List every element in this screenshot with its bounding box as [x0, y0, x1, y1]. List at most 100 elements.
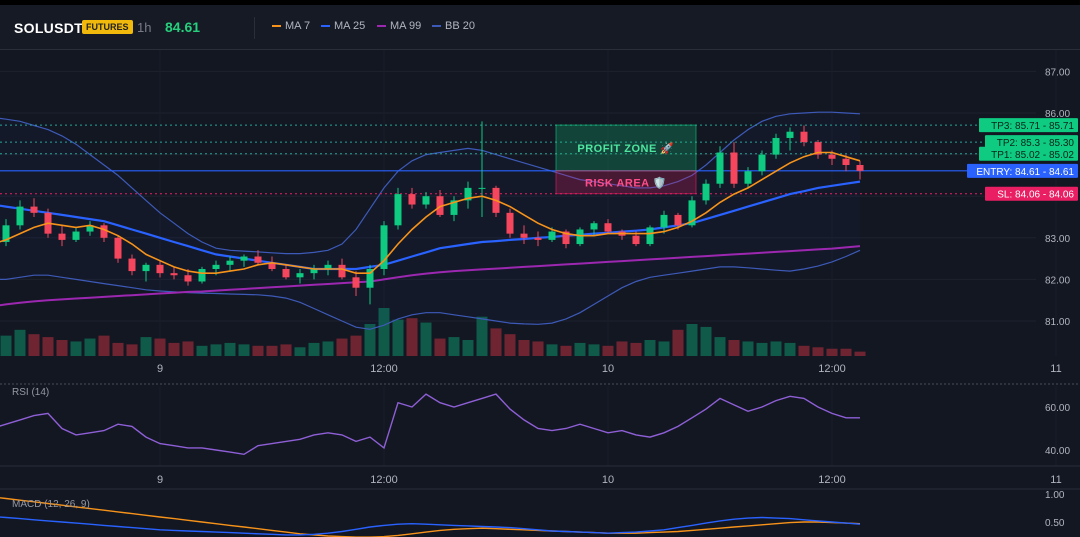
volume-bar — [658, 341, 670, 356]
volume-bar — [350, 335, 362, 356]
legend-ma7[interactable]: MA 7 — [272, 20, 310, 32]
volume-bar — [812, 347, 824, 356]
legend-ma25[interactable]: MA 25 — [321, 20, 365, 32]
candle-body — [156, 264, 164, 274]
level-tag-tp1 — [979, 146, 1078, 161]
volume-bar — [224, 342, 236, 356]
candle-body — [716, 152, 724, 184]
volume-bar — [854, 351, 866, 356]
candle-body — [268, 262, 276, 269]
volume-bar — [476, 316, 488, 356]
symbol-name[interactable]: SOLUSDT — [14, 20, 83, 36]
legend-label: MA 99 — [390, 20, 422, 32]
candle-body — [478, 187, 486, 189]
volume-bar — [462, 340, 474, 356]
candle-body — [212, 264, 220, 269]
risk-zone-label: RISK AREA 🛡️ — [585, 176, 667, 189]
candle-body — [464, 187, 472, 201]
level-tag-text-tp1: TP1: 85.02 - 85.02 — [991, 150, 1074, 161]
volume-bar — [378, 308, 390, 356]
candle-body — [814, 142, 822, 155]
volume-bar — [196, 345, 208, 356]
legend-label: MA 25 — [334, 20, 366, 32]
volume-bar — [588, 344, 600, 356]
candle-body — [646, 227, 654, 245]
volume-bar — [126, 344, 138, 356]
candle-body — [856, 165, 864, 171]
candle-body — [674, 214, 682, 226]
volume-bar — [798, 345, 810, 356]
ma7-line — [0, 151, 861, 274]
candle-body — [254, 256, 262, 263]
volume-bar — [630, 342, 642, 356]
level-tag-tp3 — [979, 118, 1078, 133]
timeframe-label[interactable]: 1h — [137, 20, 152, 35]
macd-y-tick-label: 1.00 — [1045, 490, 1065, 501]
volume-bar — [574, 342, 586, 356]
rsi-y-tick-label: 40.00 — [1045, 446, 1070, 457]
volume-bar — [182, 341, 194, 356]
volume-bar — [784, 342, 796, 356]
level-tag-entry — [967, 163, 1078, 178]
volume-bar — [826, 348, 838, 356]
candle-body — [240, 256, 248, 261]
header-divider — [254, 17, 255, 39]
profit-zone — [555, 124, 697, 172]
candle-body — [380, 225, 388, 269]
candle-body — [786, 131, 794, 138]
legend-bb20[interactable]: BB 20 — [432, 20, 475, 32]
rsi-x-tick-label: 11 — [1050, 474, 1061, 486]
x-tick-label: 12:00 — [370, 363, 398, 375]
y-tick-label: 83.00 — [1045, 234, 1070, 245]
level-tag-text-tp2: TP2: 85.3 - 85.30 — [997, 138, 1075, 149]
candle-body — [548, 231, 556, 240]
level-tag-tp2 — [985, 135, 1078, 150]
volume-bar — [742, 341, 754, 356]
macd-title: MACD (12, 26, 9) — [12, 499, 90, 510]
chart-header: SOLUSDT FUTURES 1h 84.61 MA 7 MA 25 MA 9… — [0, 5, 1080, 50]
candle-body — [828, 154, 836, 159]
candle-body — [842, 158, 850, 165]
legend-label: BB 20 — [445, 20, 475, 32]
x-tick-label: 10 — [602, 363, 614, 375]
candle-body — [758, 154, 766, 172]
candle-body — [394, 194, 402, 226]
legend-swatch — [272, 25, 281, 27]
volume-bar — [560, 345, 572, 356]
volume-bar — [700, 326, 712, 356]
candle-body — [506, 212, 514, 234]
y-tick-label: 82.00 — [1045, 275, 1070, 286]
rsi-line — [0, 393, 860, 456]
candle-body — [562, 231, 570, 245]
y-tick-label: 86.00 — [1045, 109, 1070, 120]
candle-body — [352, 277, 360, 288]
rsi-x-tick-label: 12:00 — [370, 474, 398, 486]
volume-bar — [14, 329, 26, 356]
volume-bar — [42, 337, 54, 356]
volume-bar — [686, 324, 698, 356]
volume-bar — [238, 344, 250, 356]
candle-body — [2, 225, 10, 242]
level-tag-text-sl: SL: 84.06 - 84.06 — [997, 190, 1074, 201]
volume-bar — [112, 342, 124, 356]
rsi-x-tick-label: 10 — [602, 474, 614, 486]
candle-body — [296, 273, 304, 278]
volume-bar — [140, 337, 152, 356]
candle-body — [324, 264, 332, 269]
legend-label: MA 7 — [285, 20, 311, 32]
macd-line — [0, 497, 861, 537]
volume-bar — [84, 338, 96, 356]
status-strip — [0, 0, 1080, 5]
volume-bar — [672, 329, 684, 356]
volume-bar — [294, 347, 306, 356]
candle-body — [226, 260, 234, 265]
volume-bar — [154, 338, 166, 356]
volume-bar — [756, 342, 768, 356]
candle-body — [30, 206, 38, 213]
volume-bar — [532, 341, 544, 356]
legend-ma99[interactable]: MA 99 — [377, 20, 421, 32]
legend-swatch — [321, 25, 330, 27]
level-tag-sl — [985, 186, 1078, 201]
candle-body — [58, 233, 66, 240]
